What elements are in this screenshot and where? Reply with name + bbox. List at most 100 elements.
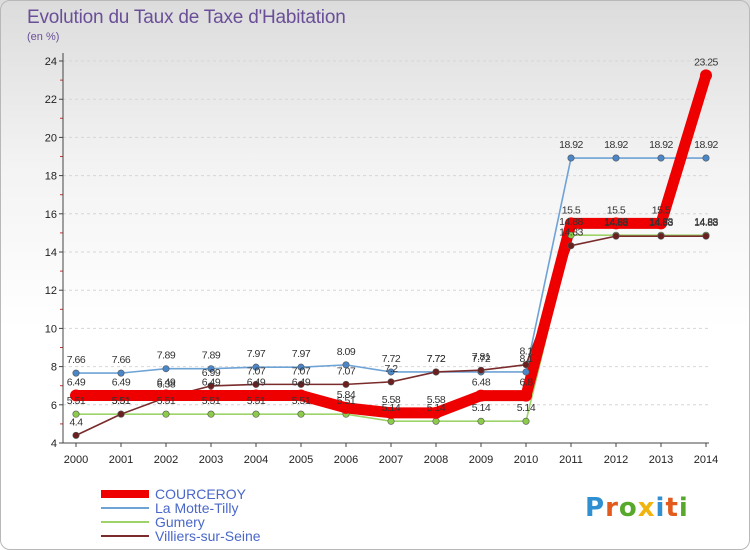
data-label: 5.14 <box>472 402 491 414</box>
data-label: 7.72 <box>427 353 446 365</box>
data-label: 7.72 <box>427 353 446 365</box>
legend-label-gumery: Gumery <box>155 514 205 530</box>
data-point <box>700 69 712 82</box>
data-point <box>655 217 667 230</box>
legend-label-villiers-sur-seine: Villiers-sur-Seine <box>155 528 261 544</box>
data-label: 18.92 <box>604 139 628 151</box>
y-tick-label: 18 <box>45 171 57 183</box>
data-point <box>522 368 530 376</box>
series-markers <box>70 69 712 439</box>
data-label: 6.8 <box>519 377 533 389</box>
logo-letter: i <box>678 493 689 523</box>
y-tick-label: 16 <box>45 209 57 221</box>
logo-letter: t <box>665 493 679 523</box>
data-label: 7.89 <box>202 350 221 362</box>
data-label: 6.49 <box>157 376 176 388</box>
data-point <box>207 382 215 390</box>
legend-swatch-la-motte-tilly <box>101 507 149 509</box>
data-point <box>385 406 397 419</box>
proxiti-logo: Proxiti <box>585 493 689 523</box>
y-tick-label: 8 <box>51 362 57 374</box>
data-point <box>475 389 487 402</box>
x-tick-label: 2000 <box>64 454 88 466</box>
logo-letter: r <box>605 493 619 523</box>
data-point <box>115 389 127 402</box>
data-label: 18.92 <box>694 139 718 151</box>
data-label: 5.51 <box>247 395 266 407</box>
legend-swatch-gumery <box>101 521 149 523</box>
y-tick-label: 10 <box>45 323 57 335</box>
y-tick-label: 6 <box>51 400 57 412</box>
legend-label-courceroy: COURCEROY <box>155 486 247 502</box>
data-labels: 6.49 6.49 6.49 6.49 6.49 6.49 5.84 5.58 5.58 6.48… <box>67 56 719 428</box>
data-label: 7.2 <box>384 363 398 375</box>
data-point <box>657 232 665 240</box>
data-label: 5.51 <box>112 395 131 407</box>
data-point <box>205 389 217 402</box>
data-point <box>252 410 260 418</box>
data-point <box>567 231 575 239</box>
data-label: 6.38 <box>157 379 176 391</box>
data-point <box>70 389 82 402</box>
data-point <box>520 389 532 402</box>
data-point <box>117 369 125 377</box>
legend-swatch-villiers-sur-seine <box>101 535 149 537</box>
x-tick-label: 2012 <box>604 454 628 466</box>
data-point <box>72 431 80 439</box>
chart-title: Evolution du Taux de Taxe d'Habitation <box>27 7 346 28</box>
data-point <box>477 417 485 425</box>
x-tick-label: 2010 <box>514 454 538 466</box>
y-tick-label: 22 <box>45 94 57 106</box>
data-point <box>522 417 530 425</box>
y-axis-unit-label: (en %) <box>27 31 60 43</box>
x-tick-label: 2002 <box>154 454 178 466</box>
data-point <box>612 232 620 240</box>
data-label: 7.07 <box>337 365 356 377</box>
data-label: 5.51 <box>157 395 176 407</box>
data-label: 23.25 <box>694 56 718 68</box>
data-label: 14.88 <box>559 216 583 228</box>
data-point <box>522 361 530 369</box>
data-point <box>610 217 622 230</box>
data-point <box>477 366 485 374</box>
data-point <box>565 217 577 230</box>
data-label: 8.09 <box>337 346 356 358</box>
y-tick-label: 12 <box>45 285 57 297</box>
data-label: 7.89 <box>157 350 176 362</box>
data-point <box>387 368 395 376</box>
data-label: 5.14 <box>382 402 401 414</box>
data-label: 5.58 <box>427 394 446 406</box>
data-label: 8.1 <box>519 353 533 365</box>
data-label: 6.49 <box>67 376 86 388</box>
data-label: 15.5 <box>652 204 671 216</box>
legend-item-villiers-sur-seine: Villiers-sur-Seine <box>101 529 261 543</box>
legend-item-gumery: Gumery <box>101 515 261 529</box>
data-label: 6.49 <box>112 376 131 388</box>
data-point <box>342 361 350 369</box>
x-tick-label: 2013 <box>649 454 673 466</box>
data-point <box>160 389 172 402</box>
data-point <box>387 378 395 386</box>
data-label: 8.1 <box>519 346 533 358</box>
data-label: 6.99 <box>202 367 221 379</box>
data-point <box>342 380 350 388</box>
data-point <box>702 154 710 162</box>
data-point <box>162 365 170 373</box>
data-label: 5.84 <box>337 389 356 401</box>
y-tick-label: 24 <box>45 56 57 68</box>
data-point <box>117 410 125 418</box>
logo-letter: o <box>618 493 638 523</box>
data-point <box>297 410 305 418</box>
data-label: 6.49 <box>292 376 311 388</box>
data-point <box>340 401 352 414</box>
x-tick-label: 2006 <box>334 454 358 466</box>
data-label: 18.92 <box>559 139 583 151</box>
data-label: 5.14 <box>517 402 536 414</box>
data-point <box>702 232 710 240</box>
legend-swatch-courceroy <box>101 490 149 498</box>
legend-item-courceroy: COURCEROY <box>101 487 261 501</box>
data-point <box>252 380 260 388</box>
data-label: 18.92 <box>649 139 673 151</box>
